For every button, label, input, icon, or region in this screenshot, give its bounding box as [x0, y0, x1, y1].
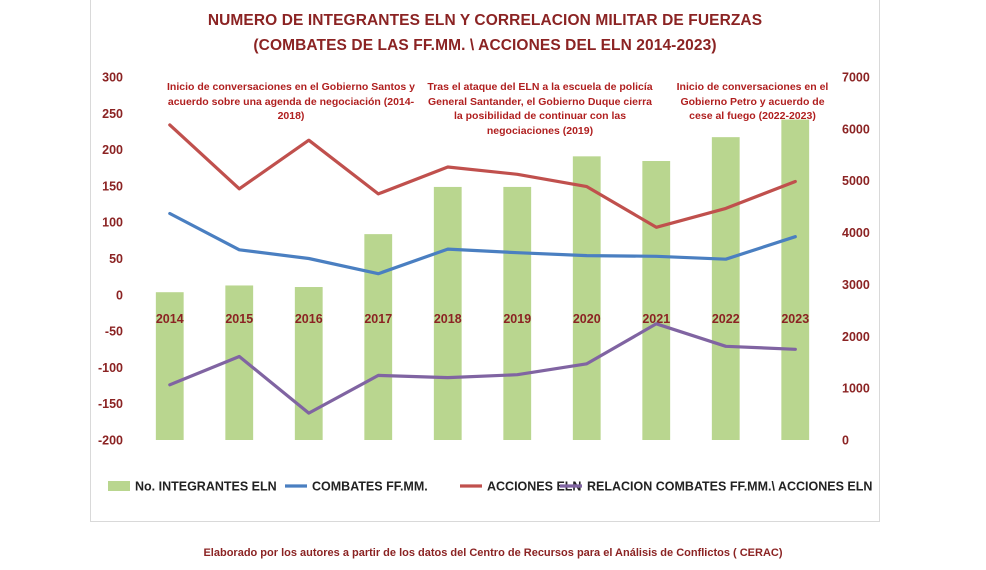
line-series-2 — [168, 123, 797, 229]
legend-label-2: COMBATES FF.MM. — [312, 480, 428, 494]
x-tick-label: 2016 — [295, 312, 323, 326]
bar-integrantes-2018 — [433, 186, 462, 440]
bar-integrantes-2023 — [781, 119, 810, 440]
x-tick-label: 2018 — [434, 312, 462, 326]
y-left-tick-label: 100 — [102, 216, 123, 230]
y-right-tick-label: 7000 — [842, 71, 870, 85]
chart-title-line-2: (COMBATES DE LAS FF.MM. \ ACCIONES DEL E… — [253, 37, 717, 54]
y-left-tick-label: -100 — [98, 361, 123, 375]
legend-swatch-bar — [108, 481, 130, 491]
y-right-tick-label: 1000 — [842, 382, 870, 396]
y-right-tick-label: 6000 — [842, 122, 870, 136]
bar-integrantes-2016 — [294, 287, 323, 440]
y-left-tick-label: -200 — [98, 434, 123, 448]
x-tick-label: 2022 — [712, 312, 740, 326]
y-left-tick-label: 0 — [116, 288, 123, 302]
legend-label-1: No. INTEGRANTES ELN — [135, 480, 277, 494]
bar-integrantes-2022 — [711, 137, 740, 440]
source-note: Elaborado por los autores a partir de lo… — [203, 547, 783, 559]
x-tick-label: 2023 — [781, 312, 809, 326]
y-left-tick-label: 200 — [102, 143, 123, 157]
legend-label-3: ACCIONES ELN — [487, 480, 581, 494]
x-tick-label: 2017 — [364, 312, 392, 326]
line-series-1 — [168, 211, 797, 276]
bar-integrantes-2017 — [364, 234, 393, 440]
annotation-petro: Inicio de conversaciones en el Gobierno … — [676, 81, 829, 122]
x-tick-label: 2014 — [156, 312, 184, 326]
bar-integrantes-2019 — [503, 186, 532, 440]
x-tick-label: 2020 — [573, 312, 601, 326]
y-left-tick-label: -50 — [105, 325, 123, 339]
line-series-3 — [168, 322, 797, 415]
chart-title-line-1: NUMERO DE INTEGRANTES ELN Y CORRELACION … — [207, 12, 763, 29]
y-right-tick-label: 0 — [842, 434, 849, 448]
y-right-tick-label: 4000 — [842, 226, 870, 240]
x-tick-label: 2015 — [225, 312, 253, 326]
x-tick-label: 2019 — [503, 312, 531, 326]
y-right-tick-label: 5000 — [842, 174, 870, 188]
y-right-tick-label: 3000 — [842, 278, 870, 292]
y-left-tick-label: 300 — [102, 71, 123, 85]
chart-frame — [90, 0, 880, 522]
y-left-tick-label: 50 — [109, 252, 123, 266]
bar-integrantes-2020 — [572, 156, 601, 440]
annotation-santos: Inicio de conversaciones en el Gobierno … — [167, 81, 415, 122]
legend-label-4: RELACION COMBATES FF.MM.\ ACCIONES ELN — [587, 480, 872, 494]
y-left-tick-label: -150 — [98, 397, 123, 411]
x-tick-label: 2021 — [642, 312, 670, 326]
bar-integrantes-2021 — [642, 161, 671, 440]
y-left-tick-label: 150 — [102, 179, 123, 193]
bar-integrantes-2014 — [155, 292, 184, 440]
y-right-tick-label: 2000 — [842, 330, 870, 344]
y-left-tick-label: 250 — [102, 107, 123, 121]
annotation-duque: Tras el ataque del ELN a la escuela de p… — [427, 81, 653, 137]
